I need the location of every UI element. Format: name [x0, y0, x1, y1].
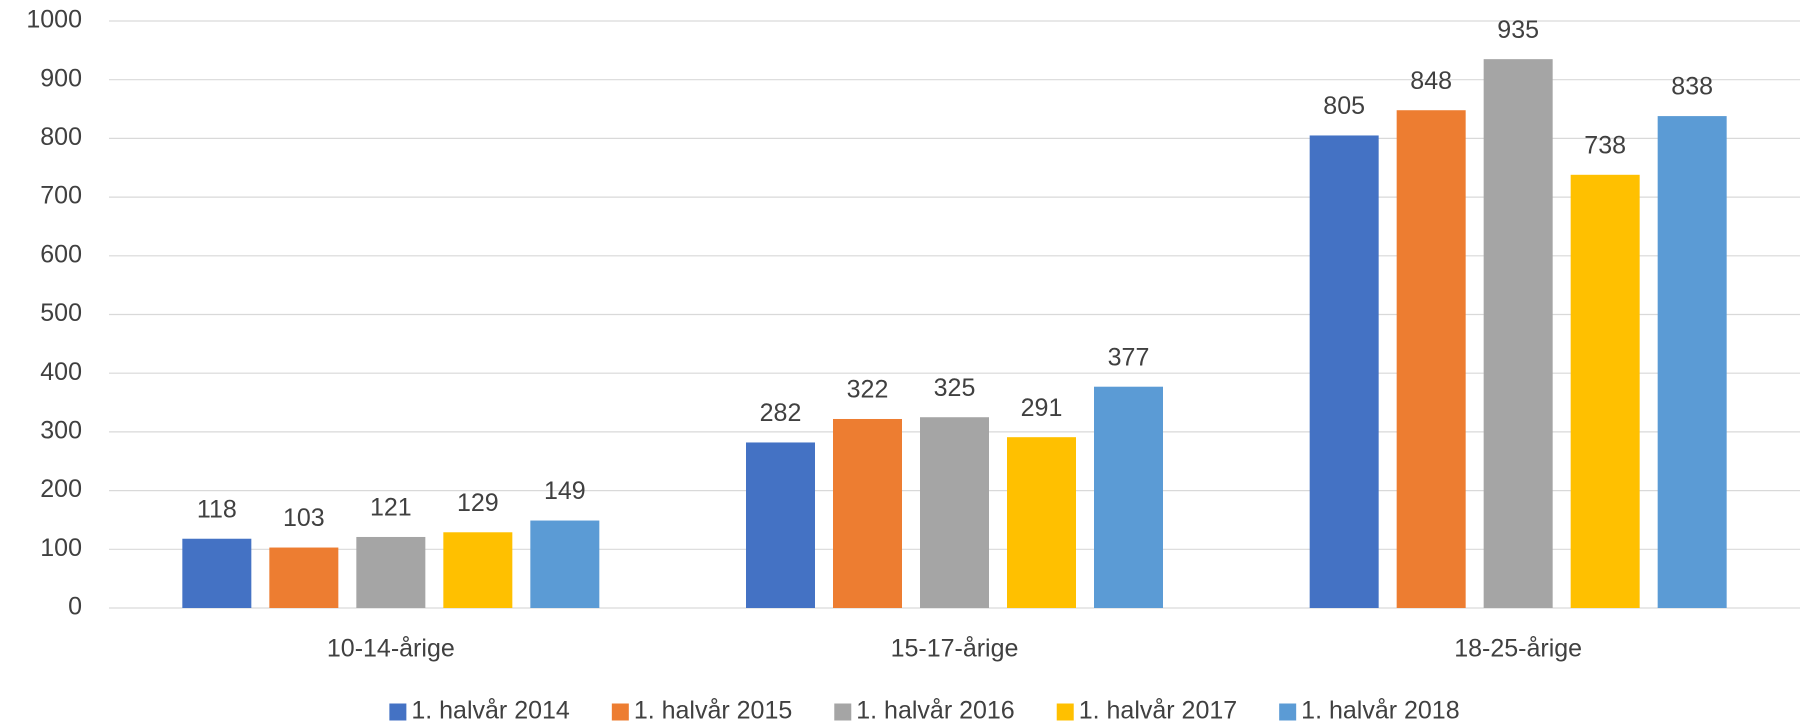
legend-label: 1. halvår 2018: [1301, 697, 1459, 725]
data-label: 935: [1497, 16, 1539, 44]
bar: [1396, 110, 1466, 608]
bar: [443, 532, 513, 608]
data-label: 738: [1584, 131, 1626, 159]
bar: [182, 538, 252, 608]
bar: [746, 442, 815, 608]
bar: [1483, 59, 1553, 608]
legend-label: 1. halvår 2016: [856, 697, 1014, 725]
bar: [920, 417, 989, 608]
data-label: 377: [1108, 343, 1150, 371]
bar: [1007, 437, 1076, 608]
bar: [356, 536, 426, 608]
legend-swatch: [611, 703, 629, 721]
bar: [833, 418, 902, 608]
legend-swatch: [1279, 703, 1297, 721]
y-tick-label: 300: [40, 417, 82, 445]
data-label: 325: [934, 374, 976, 402]
legend-swatch: [1056, 703, 1074, 721]
bar: [269, 547, 339, 608]
x-tick-label: 10-14-årige: [327, 635, 455, 663]
data-label: 838: [1671, 73, 1713, 101]
data-label: 149: [544, 477, 586, 505]
data-label: 103: [283, 504, 325, 532]
data-label: 291: [1021, 394, 1063, 422]
data-label: 282: [760, 399, 802, 427]
y-tick-label: 100: [40, 534, 82, 562]
x-tick-label: 18-25-årige: [1454, 635, 1582, 663]
bar: [530, 520, 600, 608]
y-tick-label: 500: [40, 299, 82, 327]
data-label: 129: [457, 489, 499, 517]
y-tick-label: 900: [40, 64, 82, 92]
bar: [1309, 135, 1379, 608]
y-tick-label: 200: [40, 475, 82, 503]
data-label: 848: [1410, 67, 1452, 95]
legend-swatch: [834, 703, 852, 721]
legend-label: 1. halvår 2014: [411, 697, 570, 725]
y-tick-label: 400: [40, 358, 82, 386]
y-tick-label: 0: [68, 593, 82, 621]
data-label: 805: [1323, 92, 1365, 120]
bar: [1657, 116, 1727, 609]
legend-label: 1. halvår 2015: [634, 697, 792, 725]
y-tick-label: 600: [40, 240, 82, 268]
y-tick-label: 700: [40, 182, 82, 210]
bar: [1570, 174, 1640, 608]
y-tick-label: 800: [40, 123, 82, 151]
data-label: 322: [847, 376, 889, 404]
y-tick-label: 1000: [26, 6, 82, 34]
bar: [1094, 386, 1163, 608]
legend-label: 1. halvår 2017: [1079, 697, 1237, 725]
legend-swatch: [389, 703, 407, 721]
x-tick-label: 15-17-årige: [891, 635, 1019, 663]
data-label: 118: [197, 495, 237, 523]
data-label: 121: [370, 494, 412, 522]
